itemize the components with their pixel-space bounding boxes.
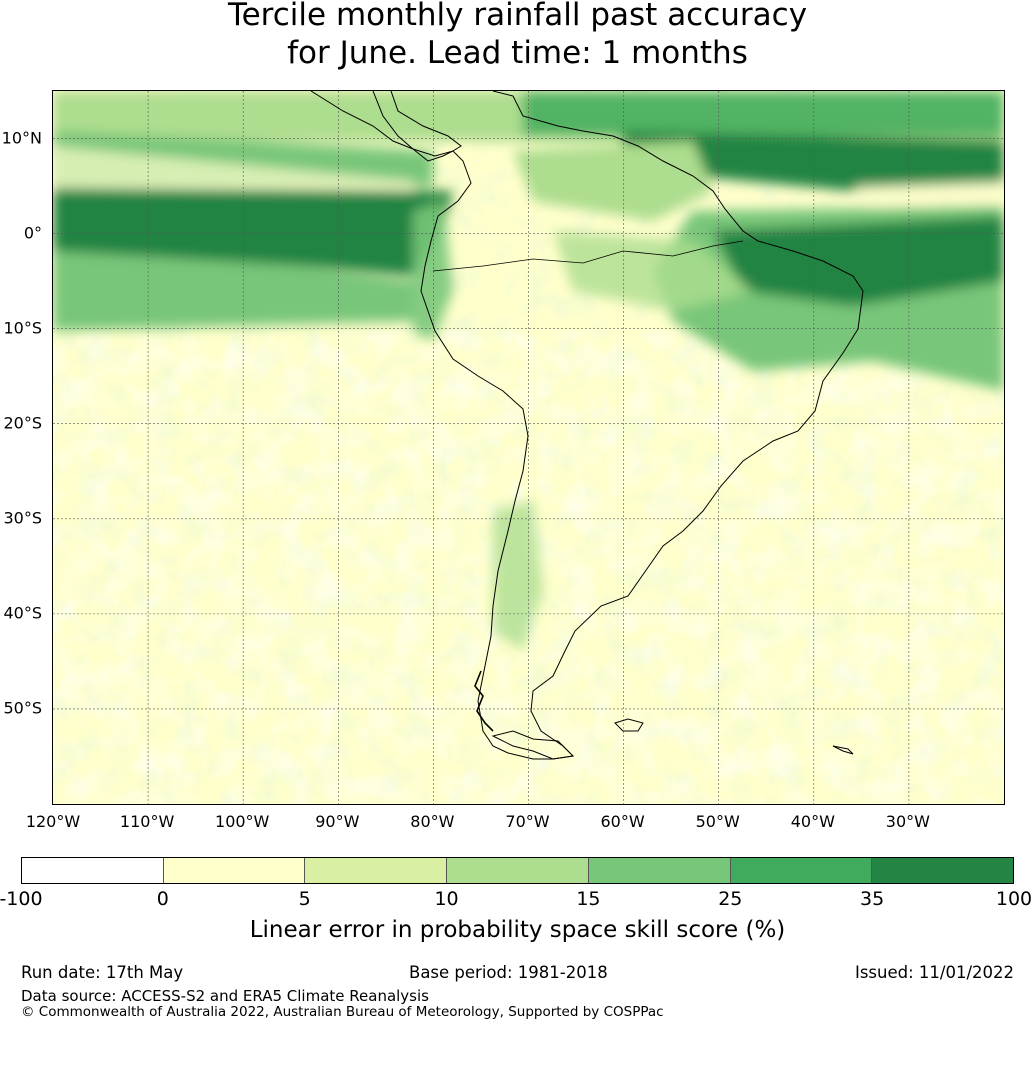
- title-line-2: for June. Lead time: 1 months: [287, 35, 748, 71]
- colorbar-tick-label: 5: [298, 888, 311, 910]
- colorbar-segment: [305, 858, 448, 883]
- run-date: Run date: 17th May: [21, 963, 184, 982]
- lat-label: 40°S: [3, 603, 42, 623]
- title-line-1: Tercile monthly rainfall past accuracy: [227, 0, 808, 33]
- lon-label: 80°W: [410, 812, 455, 831]
- map-canvas: [53, 91, 1004, 804]
- lon-label: 90°W: [315, 812, 360, 831]
- colorbar-label: Linear error in probability space skill …: [249, 917, 786, 943]
- colorbar-tick-label: 10: [434, 888, 459, 910]
- colorbar-segment: [872, 858, 1014, 883]
- colorbar-segment: [22, 858, 164, 883]
- lon-label: 70°W: [505, 812, 550, 831]
- lon-label: 30°W: [885, 812, 930, 831]
- lon-label: 60°W: [600, 812, 645, 831]
- colorbar-tick-label: 35: [860, 888, 885, 910]
- tierra-del-fuego: [491, 730, 575, 760]
- gridlines: [53, 91, 1004, 804]
- colorbar-tick-label: 15: [576, 888, 601, 910]
- lat-label: 50°S: [3, 698, 42, 718]
- copyright-notice: © Commonwealth of Australia 2022, Austra…: [21, 1004, 664, 1020]
- lon-label: 120°W: [25, 812, 81, 831]
- lat-label: 30°S: [3, 508, 42, 528]
- lat-label: 10°N: [1, 128, 42, 148]
- colorbar-tick-label: 100: [995, 888, 1033, 910]
- lon-label: 50°W: [695, 812, 740, 831]
- colorbar-segment: [730, 858, 873, 883]
- falkland-islands: [614, 718, 644, 732]
- colorbar-tick-label: 0: [156, 888, 169, 910]
- skill-map[interactable]: [52, 90, 1005, 805]
- lon-label: 110°W: [119, 812, 175, 831]
- colorbar-segment: [588, 858, 731, 883]
- central-america-coastline: [372, 91, 462, 162]
- south-georgia: [832, 745, 854, 755]
- colorbar: [21, 857, 1014, 884]
- chile-archipelago: [474, 670, 494, 732]
- map-title: Tercile monthly rainfall past accuracy f…: [0, 0, 1035, 72]
- south-america-coastline: [310, 91, 864, 760]
- data-source: Data source: ACCESS-S2 and ERA5 Climate …: [21, 987, 429, 1005]
- lat-label: 10°S: [3, 318, 42, 338]
- lat-label: 0°: [23, 223, 42, 243]
- amazon-river: [432, 240, 744, 272]
- lat-label: 20°S: [3, 413, 42, 433]
- colorbar-segment: [447, 858, 589, 883]
- colorbar-segment: [163, 858, 306, 883]
- lon-label: 40°W: [790, 812, 835, 831]
- lon-label: 100°W: [215, 812, 270, 831]
- colorbar-tick-label: 25: [718, 888, 743, 910]
- colorbar-tick-label: -100: [0, 888, 43, 910]
- issued-date: Issued: 11/01/2022: [854, 963, 1014, 982]
- base-period: Base period: 1981-2018: [409, 963, 608, 982]
